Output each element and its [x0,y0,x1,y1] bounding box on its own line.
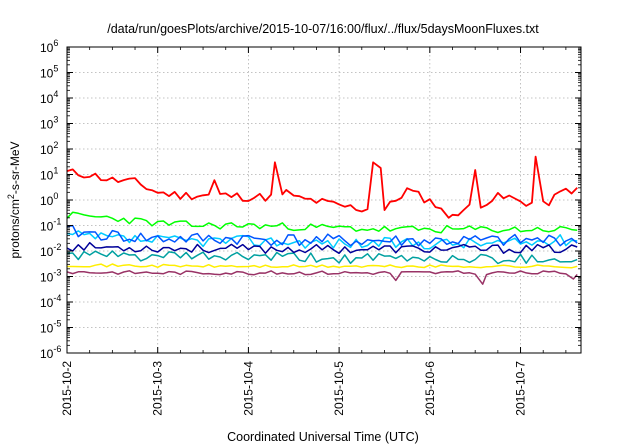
series-line [67,263,578,269]
y-tick-label: 10-4 [40,293,61,310]
y-tick-label: 100 [40,191,58,208]
y-tick-label: 105 [40,64,58,81]
axis-ticks [66,46,581,354]
series-layer [66,155,578,285]
y-tick-label: 10-1 [40,217,61,234]
series-line [66,211,578,234]
y-tick-label: 10-6 [40,344,61,361]
x-tick-label: 2015-10-6 [423,361,437,416]
series-line [66,230,578,250]
y-tick-label: 102 [40,140,58,157]
x-tick-labels: 2015-10-2 2015-10-3 2015-10-4 2015-10-5 2015… [60,361,528,416]
x-tick-label: 2015-10-5 [332,361,346,416]
y-tick-label: 10-2 [40,242,61,259]
x-tick-label: 2015-10-3 [151,361,165,416]
y-axis-label: protons/cm2-s-sr-MeV [6,141,22,258]
series-line [66,155,578,219]
series-line [66,250,578,265]
series-line [66,241,578,255]
y-tick-label: 104 [40,89,58,106]
y-tick-label: 106 [40,38,58,55]
y-tick-label: 101 [40,166,58,183]
x-tick-label: 2015-10-7 [514,361,528,416]
y-tick-label: 103 [40,115,58,132]
x-axis-label: Coordinated Universal Time (UTC) [227,430,419,444]
x-tick-label: 2015-10-2 [60,361,74,416]
y-tick-label: 10-5 [40,319,61,336]
y-tick-label: 10-3 [40,268,61,285]
series-line [66,270,578,285]
y-tick-labels: 10-6 10-5 10-4 10-3 10-2 10-1 100 101 102 103 104 1… [40,38,61,361]
x-tick-label: 2015-10-4 [241,361,255,416]
series-line [66,224,578,247]
chart-title: /data/run/goesPlots/archive/2015-10-07/1… [107,22,539,36]
